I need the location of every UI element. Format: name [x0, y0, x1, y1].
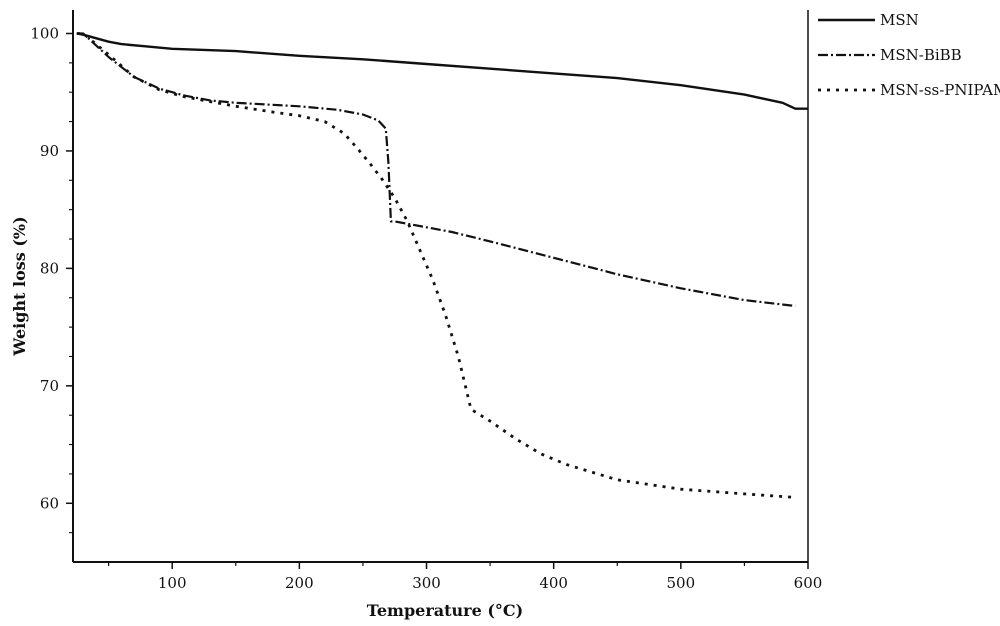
y-axis-title: Weight loss (%) — [10, 216, 29, 356]
y-tick-label: 100 — [30, 24, 59, 42]
y-tick-label: 60 — [40, 494, 59, 512]
y-tick-label: 90 — [40, 142, 59, 160]
series-line-msn — [76, 32, 808, 110]
x-tick-label: 200 — [285, 574, 314, 592]
legend: MSN MSN-BiBB MSN-ss-PNIPAM — [818, 11, 1000, 99]
y-tick-label: 80 — [40, 259, 59, 277]
plot-frame-group — [72, 10, 809, 563]
x-tick-label: 300 — [412, 574, 441, 592]
legend-label-msn-ss-pnipam: MSN-ss-PNIPAM — [880, 81, 1000, 99]
y-tick-label: 70 — [40, 377, 59, 395]
x-axis-title: Temperature (°C) — [367, 601, 523, 620]
legend-label-msn-bibb: MSN-BiBB — [880, 46, 962, 64]
x-tick-label: 500 — [667, 574, 696, 592]
series-lines — [76, 32, 808, 499]
x-tick-label: 600 — [794, 574, 823, 592]
series-line-msn-bibb — [76, 32, 796, 308]
series-line-msn-ss-pnipam — [76, 32, 796, 499]
x-tick-label: 400 — [539, 574, 568, 592]
axis-ticks: 100 200 300 400 500 600 60 70 80 90 100 — [30, 24, 822, 592]
x-tick-label: 100 — [158, 574, 187, 592]
legend-label-msn: MSN — [880, 11, 919, 29]
